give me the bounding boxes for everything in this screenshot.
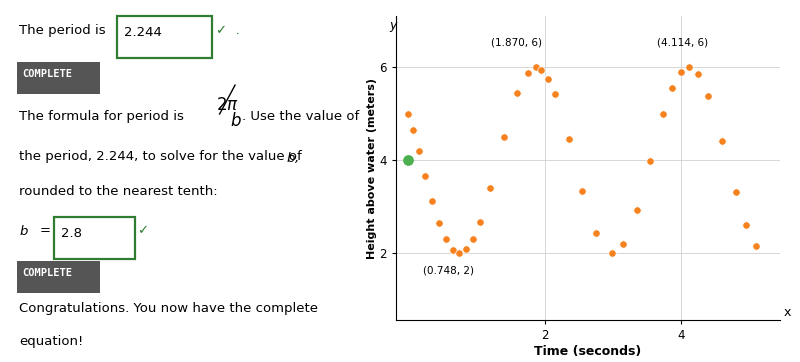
Point [630,207,643,213]
Text: $2\pi$: $2\pi$ [216,96,238,114]
Text: equation!: equation! [19,335,83,348]
Point [466,236,479,241]
Text: ✓  .: ✓ . [216,24,240,37]
Point [402,157,414,163]
Text: ✓: ✓ [137,224,148,237]
Text: (4.114, 6): (4.114, 6) [657,38,708,47]
Point [474,219,486,225]
Text: COMPLETE: COMPLETE [22,69,73,79]
Text: (1.870, 6): (1.870, 6) [491,38,542,47]
Point [426,198,438,204]
Point [433,220,446,226]
Point [542,76,554,82]
Point [657,111,670,117]
Point [522,70,534,75]
Point [617,241,630,247]
Text: $b$: $b$ [230,112,242,130]
Point [682,64,695,70]
Point [535,67,548,72]
Point [692,71,705,77]
Text: x: x [783,306,790,319]
Point [644,158,657,164]
FancyBboxPatch shape [18,62,100,94]
Text: 2.8: 2.8 [62,227,82,240]
Point [590,230,602,235]
Point [674,69,687,75]
Point [562,136,575,142]
Text: The formula for period is: The formula for period is [19,110,188,123]
Point [419,174,432,180]
Point [402,111,414,117]
Point [460,247,473,252]
Point [576,188,589,193]
Point [702,93,714,98]
Text: The period is: The period is [19,24,106,37]
Point [484,185,497,191]
Point [498,134,510,140]
Text: (0.748, 2): (0.748, 2) [423,266,474,276]
Text: $b$,: $b$, [286,150,299,165]
Point [606,250,618,256]
Point [530,64,542,70]
Text: y: y [390,18,397,31]
Text: rounded to the nearest tenth:: rounded to the nearest tenth: [19,185,218,198]
Point [666,85,678,91]
Text: =: = [39,224,50,237]
X-axis label: Time (seconds): Time (seconds) [534,345,642,358]
Point [739,222,752,228]
Text: the period, 2.244, to solve for the value of: the period, 2.244, to solve for the valu… [19,150,306,163]
Point [750,244,762,249]
Point [439,236,452,242]
Point [446,247,459,252]
Point [406,127,419,133]
Point [412,148,425,153]
Point [549,92,562,97]
Y-axis label: Height above water (meters): Height above water (meters) [366,78,377,259]
Point [453,250,466,256]
FancyBboxPatch shape [54,217,135,259]
Text: 2.244: 2.244 [124,26,162,39]
Point [716,138,729,144]
FancyBboxPatch shape [117,16,212,58]
Text: $b$: $b$ [19,224,29,239]
Point [511,90,524,96]
Text: . Use the value of: . Use the value of [242,110,360,123]
Text: Congratulations. You now have the complete: Congratulations. You now have the comple… [19,302,318,315]
Point [730,189,742,195]
Text: COMPLETE: COMPLETE [22,268,73,278]
FancyBboxPatch shape [18,261,100,293]
